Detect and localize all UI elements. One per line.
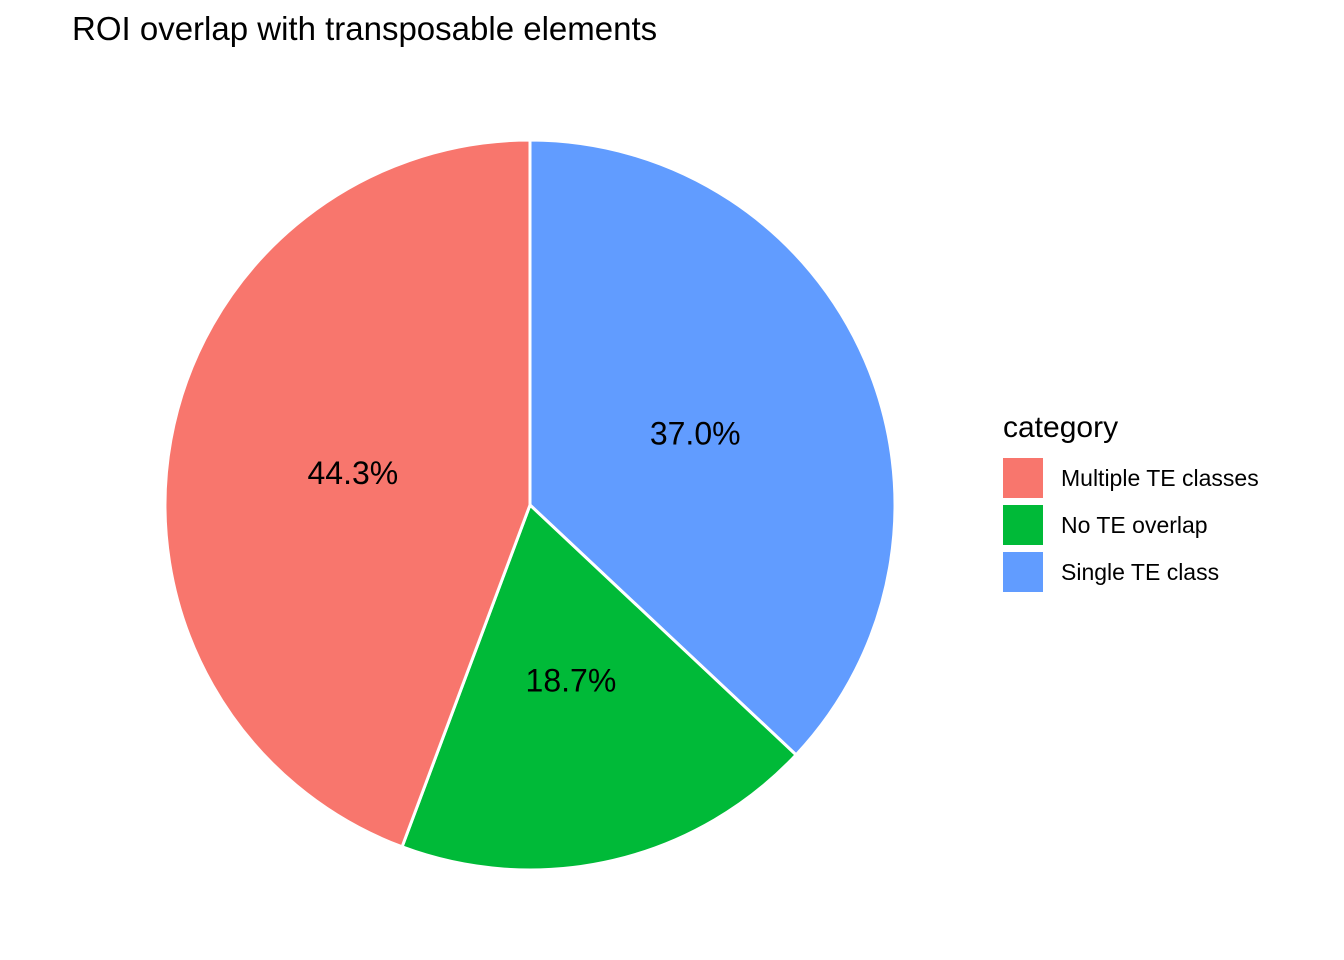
legend-swatch-single-te-class <box>1003 552 1043 592</box>
legend-title: category <box>1003 411 1119 444</box>
legend-item: Single TE class <box>1003 552 1259 592</box>
pie-slice-single-te-class <box>528 138 897 757</box>
pie-slice-no-te-overlap <box>400 503 798 872</box>
legend: category Multiple TE classes No TE overl… <box>1003 410 1259 599</box>
pie-percent-label-no-te-overlap: 18.7% <box>526 662 617 698</box>
pie-percent-label-single-te-class: 37.0% <box>650 416 741 452</box>
pie-slice-multiple-te-classes <box>163 138 532 849</box>
legend-label-single-te-class: Single TE class <box>1061 558 1220 585</box>
legend-swatch-multiple-te-classes <box>1003 458 1043 498</box>
legend-item: Multiple TE classes <box>1003 458 1259 498</box>
legend-item: No TE overlap <box>1003 505 1259 545</box>
legend-swatch-no-te-overlap <box>1003 505 1043 545</box>
legend-label-no-te-overlap: No TE overlap <box>1061 511 1208 538</box>
chart-title: ROI overlap with transposable elements <box>72 10 658 47</box>
pie-percent-label-multiple-te-classes: 44.3% <box>308 455 399 491</box>
legend-label-multiple-te-classes: Multiple TE classes <box>1061 464 1259 491</box>
